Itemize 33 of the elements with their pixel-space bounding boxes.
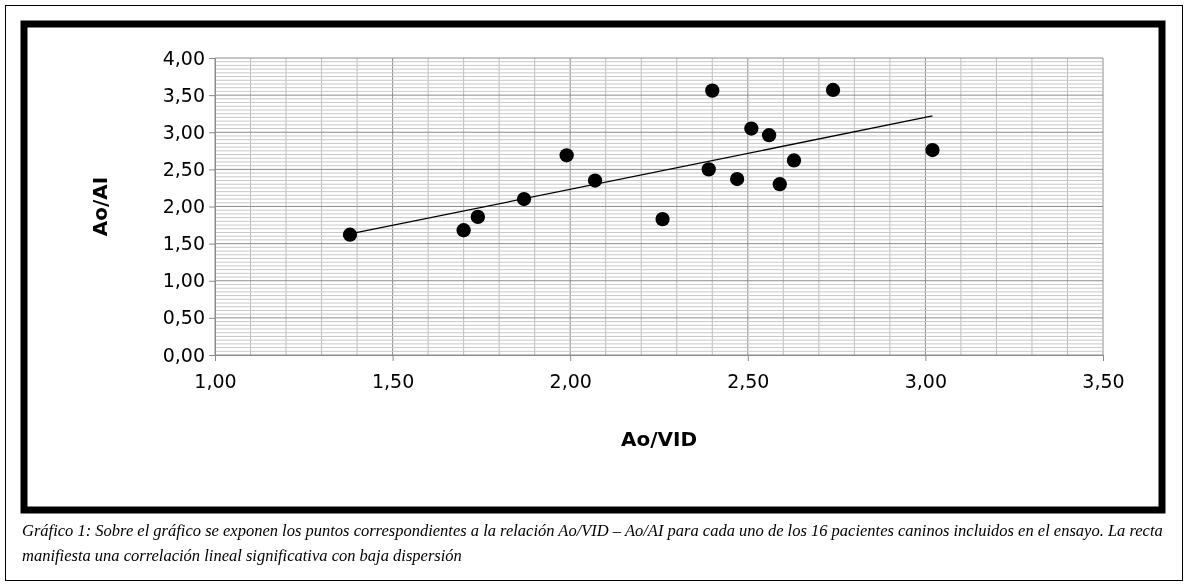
- y-tick-label: 1,50: [162, 232, 205, 255]
- point: [587, 173, 603, 188]
- x-tick-label: 1,00: [194, 370, 237, 393]
- y-tick-label: 4,00: [162, 46, 205, 69]
- x-tick-label: 1,50: [371, 370, 415, 393]
- y-tick-label: 1,00: [162, 269, 205, 292]
- y-tick-label: 3,00: [162, 120, 205, 143]
- x-tick-label: 3,50: [1082, 370, 1125, 393]
- y-tick-label: 2,00: [162, 195, 205, 218]
- y-tick-label: 2,50: [162, 157, 205, 180]
- y-axis-title: Ao/AI: [88, 176, 112, 237]
- x-tick-label: 2,00: [549, 370, 592, 393]
- point: [705, 83, 720, 98]
- point: [786, 153, 802, 168]
- point: [744, 121, 759, 136]
- x-axis-title: Ao/VID: [620, 427, 698, 451]
- y-tick-label: 0,50: [162, 306, 205, 329]
- y-tick-label: 3,50: [162, 83, 205, 106]
- point: [730, 171, 745, 187]
- text: Gráfico 1: Sobre el gráfico se exponen los puntos correspondientes a la relación Ao/VID – Ao/AI para cada uno de los 16 pacientes caninos incluidos en el ensayo. La recta manifiesta una correlación lineal significativa con baja dispersión: [22, 520, 1164, 567]
- point: [761, 128, 777, 143]
- point: [456, 223, 471, 238]
- x-tick-label: 2,50: [727, 370, 770, 393]
- point: [772, 177, 787, 192]
- point: [825, 82, 841, 98]
- point: [342, 227, 358, 242]
- point: [559, 148, 574, 163]
- point: [655, 212, 670, 227]
- point: [701, 162, 716, 177]
- x-tick-label: 3,00: [904, 370, 948, 393]
- y-tick-label: 0,00: [162, 343, 205, 366]
- point: [925, 142, 940, 158]
- point: [470, 209, 485, 225]
